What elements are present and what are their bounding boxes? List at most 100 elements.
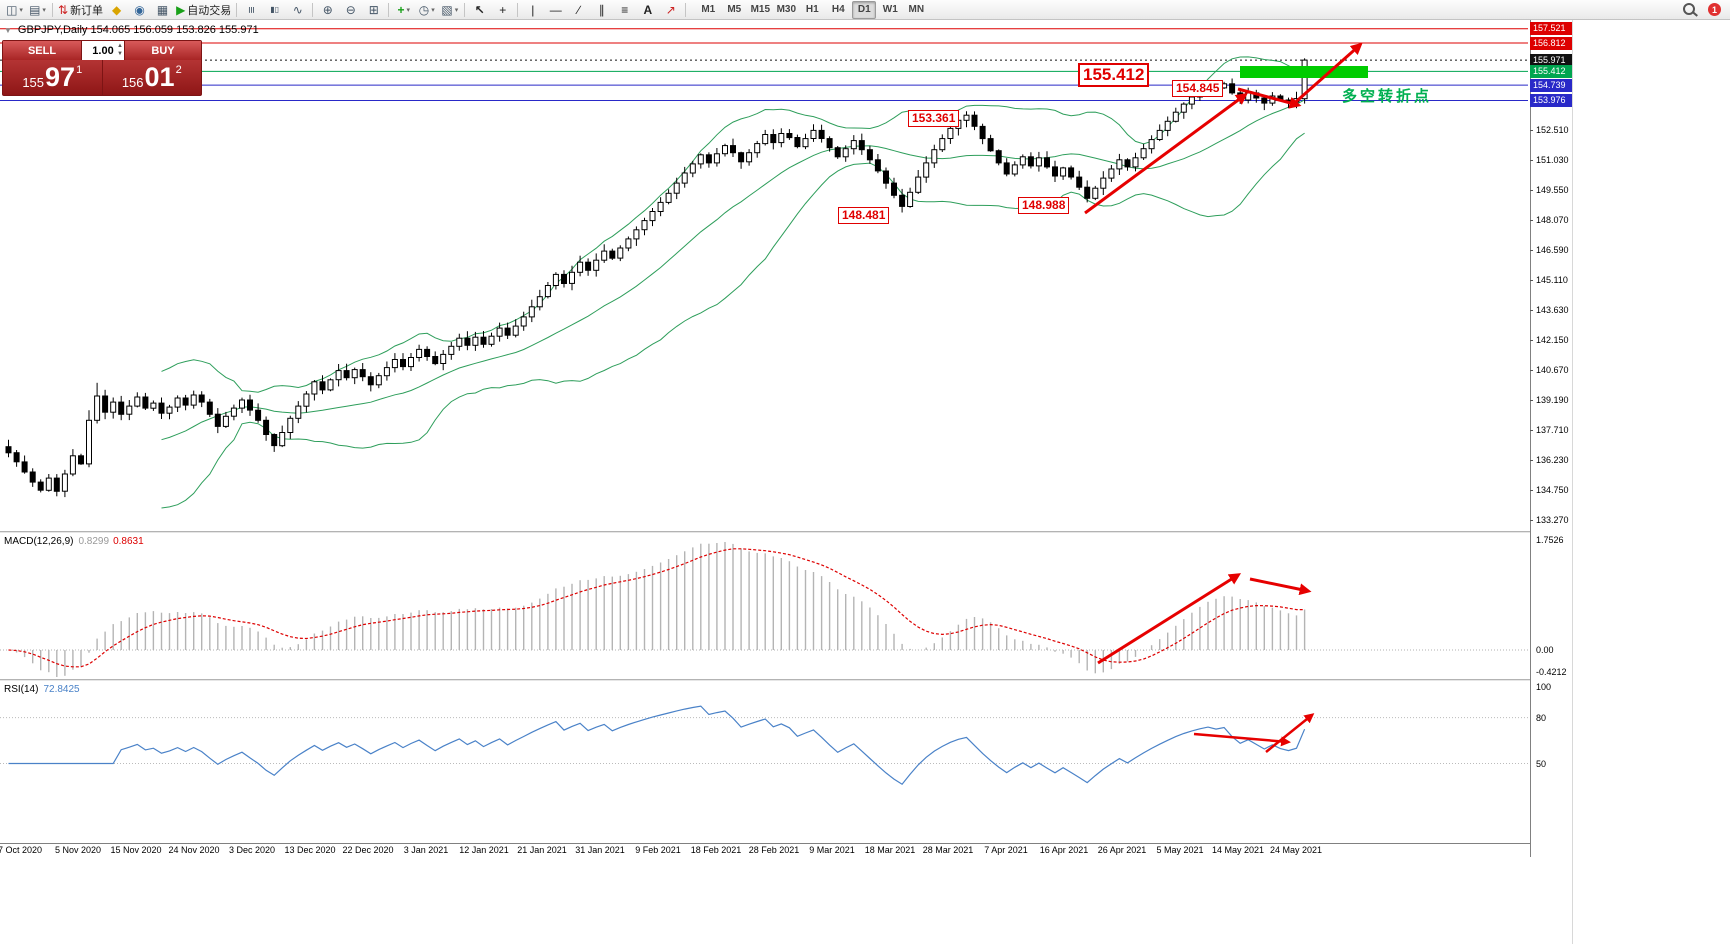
date-label: 14 May 2021 xyxy=(1211,845,1265,855)
date-label: 12 Jan 2021 xyxy=(459,845,509,855)
vertical-line-icon: | xyxy=(531,2,535,17)
lot-decrease-button[interactable]: ▼ xyxy=(117,51,123,57)
zoom-in-button[interactable]: ⊕ xyxy=(316,1,339,18)
price-tag: 153.976 xyxy=(1530,94,1572,107)
price-tick-label: 152.510 xyxy=(1536,125,1569,135)
sell-price-display[interactable]: 155 97 1 xyxy=(3,60,103,95)
date-label: 28 Mar 2021 xyxy=(922,845,974,855)
dropdown-arrow-icon: ▾ xyxy=(19,6,23,14)
zoom-in-icon: ⊕ xyxy=(322,2,333,17)
timeframe-d1-button[interactable]: D1 xyxy=(852,0,877,19)
favorites-icon[interactable]: ◆ xyxy=(105,1,128,18)
fibonacci-icon: ≡ xyxy=(621,2,629,17)
price-tag: 154.739 xyxy=(1530,79,1572,92)
toolbar-separator xyxy=(236,2,238,17)
candles-layer xyxy=(5,58,1308,498)
time-axis-separator xyxy=(0,843,1530,844)
arrow-tools-button[interactable]: ↗ xyxy=(659,1,682,18)
toolbar-separator xyxy=(52,2,53,17)
date-label: 3 Jan 2021 xyxy=(403,845,449,855)
periods-icon: ◷ xyxy=(418,2,430,17)
new-order-button[interactable]: ⇅ 新订单 xyxy=(56,1,105,18)
rsi-title: RSI(14) xyxy=(4,684,39,695)
vertical-line-button[interactable]: | xyxy=(521,1,544,18)
timeframe-m1-button[interactable]: M1 xyxy=(701,4,716,15)
symbol-ohlc-text: GBPJPY,Daily 154.065 156.059 153.826 155… xyxy=(17,24,259,36)
toolbar-separator xyxy=(312,2,314,17)
date-label: 26 Apr 2021 xyxy=(1097,845,1147,855)
price-tag: 156.812 xyxy=(1530,37,1572,50)
new-chart-button[interactable]: ◫ ▾ xyxy=(3,1,26,18)
panel-separator[interactable] xyxy=(0,531,1530,533)
symbol-header: ▼ GBPJPY,Daily 154.065 156.059 153.826 1… xyxy=(4,24,259,36)
terminal-button[interactable]: ▦ xyxy=(151,1,174,18)
macd-indicator-canvas[interactable] xyxy=(0,533,1530,679)
price-tick-label: 146.590 xyxy=(1536,245,1569,255)
trend-arrow xyxy=(1193,732,1291,747)
date-label: 9 Mar 2021 xyxy=(809,845,855,855)
timeframe-w1-button[interactable]: W1 xyxy=(882,4,898,15)
notification-badge[interactable]: 1 xyxy=(1708,3,1721,16)
templates-button[interactable]: ▧ ▾ xyxy=(438,1,461,18)
text-icon: A xyxy=(643,2,653,17)
price-tick-mark xyxy=(1530,280,1533,281)
trend-arrow xyxy=(1265,713,1315,753)
crosshair-icon: + xyxy=(499,2,507,17)
buy-button[interactable]: BUY xyxy=(124,41,201,60)
crosshair-button[interactable]: + xyxy=(491,1,514,18)
navigator-button[interactable]: ◉ xyxy=(128,1,151,18)
text-button[interactable]: A xyxy=(636,1,659,18)
bar-chart-button[interactable]: ≡ xyxy=(240,1,263,18)
profiles-button[interactable]: ▤ ▾ xyxy=(26,1,49,18)
buy-price-big: 01 xyxy=(144,62,175,92)
cursor-button[interactable]: ↖ xyxy=(468,1,491,18)
fibonacci-button[interactable]: ≡ xyxy=(613,1,636,18)
line-chart-button[interactable]: ∿ xyxy=(286,1,309,18)
one-click-trading-panel: SELL 1.00 ▲ ▼ BUY 155 97 1 156 01 2 xyxy=(2,40,202,96)
buy-price-display[interactable]: 156 01 2 xyxy=(103,60,202,95)
tile-windows-button[interactable]: ⊞ xyxy=(362,1,385,18)
timeframe-m30-button[interactable]: M30 xyxy=(776,4,797,15)
channel-button[interactable]: ∥ xyxy=(590,1,613,18)
trendline-button[interactable]: ∕ xyxy=(567,1,590,18)
lot-size-input[interactable]: 1.00 ▲ ▼ xyxy=(82,41,124,60)
price-tag: 157.521 xyxy=(1530,22,1572,35)
lot-increase-button[interactable]: ▲ xyxy=(117,43,123,49)
timeframe-mn-button[interactable]: MN xyxy=(908,4,925,15)
toolbar-separator xyxy=(388,2,390,17)
timeframe-m15-button[interactable]: M15 xyxy=(750,4,771,15)
panel-separator[interactable] xyxy=(0,679,1530,681)
date-label: 24 Nov 2020 xyxy=(168,845,220,855)
sell-button[interactable]: SELL xyxy=(3,41,82,60)
indicators-button[interactable]: + ▾ xyxy=(392,1,415,18)
autotrading-button[interactable]: ▶ 自动交易 xyxy=(174,1,233,18)
date-label: 18 Mar 2021 xyxy=(864,845,916,855)
price-chart-canvas[interactable] xyxy=(0,20,1530,531)
price-tick-mark xyxy=(1530,490,1533,491)
price-tick-label: 140.670 xyxy=(1536,365,1569,375)
date-label: 21 Jan 2021 xyxy=(517,845,567,855)
rsi-indicator-label: RSI(14) 72.8425 xyxy=(4,684,80,695)
price-tick-mark xyxy=(1530,460,1533,461)
zoom-out-button[interactable]: ⊖ xyxy=(339,1,362,18)
sell-price-big: 97 xyxy=(45,62,76,92)
price-tick-label: 151.030 xyxy=(1536,155,1569,165)
periods-button[interactable]: ◷ ▾ xyxy=(415,1,438,18)
profiles-icon: ▤ xyxy=(29,2,41,17)
timeframe-h1-button[interactable]: H1 xyxy=(805,4,819,15)
price-tick-mark xyxy=(1530,220,1533,221)
sell-price-prefix: 155 xyxy=(22,75,45,90)
price-tick-mark xyxy=(1530,340,1533,341)
price-tick-label: 133.270 xyxy=(1536,515,1569,525)
timeframe-m5-button[interactable]: M5 xyxy=(727,4,742,15)
horizontal-line-button[interactable]: — xyxy=(544,1,567,18)
price-tick-label: 145.110 xyxy=(1536,275,1568,285)
rsi-indicator-canvas[interactable] xyxy=(0,681,1530,843)
one-click-collapse-button[interactable]: ▼ xyxy=(4,25,12,35)
candlestick-chart-button[interactable]: ▮▯ xyxy=(263,1,286,18)
search-symbol-button[interactable] xyxy=(1679,1,1702,18)
price-axis-border xyxy=(1530,20,1531,857)
macd-main-value: 0.8299 xyxy=(78,536,110,547)
date-label: 5 Nov 2020 xyxy=(54,845,102,855)
timeframe-h4-button[interactable]: H4 xyxy=(831,4,845,15)
